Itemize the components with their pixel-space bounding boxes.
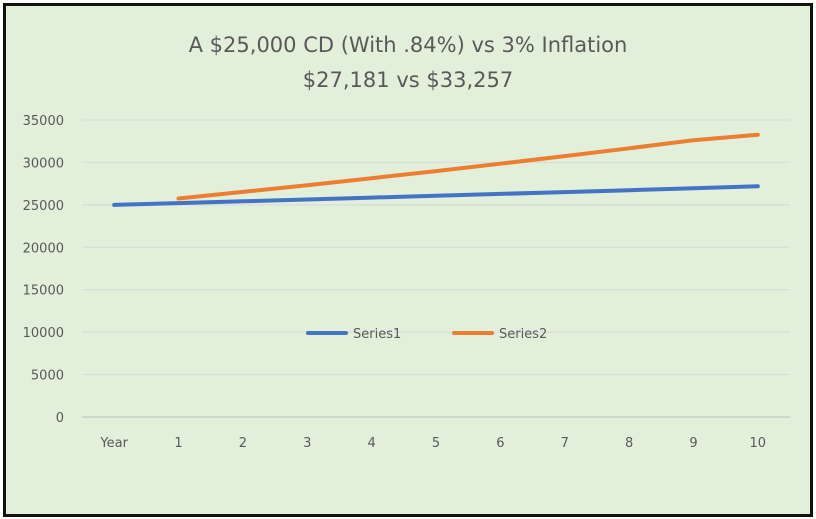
chart-subtitle: $27,181 vs $33,257 [302, 68, 514, 92]
series-line-2 [176, 132, 760, 201]
legend-label-2: Series2 [499, 327, 547, 342]
y-tick-label: 30000 [23, 156, 64, 171]
y-tick-label: 5000 [31, 369, 64, 384]
x-tick-label: 2 [239, 436, 247, 451]
y-tick-label: 15000 [23, 284, 64, 299]
line-chart: 0 5000 10000 15000 20000 25000 30000 35000 Year 1… [23, 114, 790, 451]
y-tick-label: 35000 [23, 114, 64, 129]
x-tick-label: 8 [625, 436, 633, 451]
x-tick-label: 3 [303, 436, 311, 451]
y-tick-label: 0 [56, 411, 64, 426]
x-tick-label: 6 [496, 436, 504, 451]
x-tick-label: 10 [750, 436, 767, 451]
x-tick-label: 9 [689, 436, 697, 451]
x-tick-label: 4 [367, 436, 375, 451]
x-tick-label: 7 [561, 436, 569, 451]
y-tick-label: 20000 [23, 241, 64, 256]
y-tick-label: 25000 [23, 199, 64, 214]
y-tick-label: 10000 [23, 326, 64, 341]
x-tick-label: 1 [174, 436, 182, 451]
chart-frame: A $25,000 CD (With .84%) vs 3% Inflation… [3, 3, 813, 517]
x-tick-label: Year [99, 436, 128, 451]
chart-title: A $25,000 CD (With .84%) vs 3% Inflation [188, 33, 628, 57]
legend-label-1: Series1 [353, 327, 401, 342]
series-line-1 [112, 184, 760, 207]
x-tick-label: 5 [432, 436, 440, 451]
